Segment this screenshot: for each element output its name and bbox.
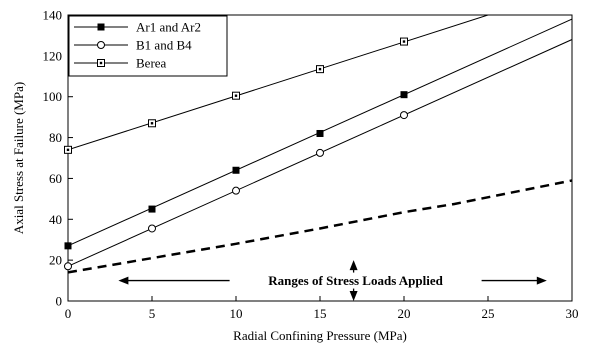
data-point-series-1: [400, 91, 408, 99]
arrow-up-head: [349, 260, 358, 271]
data-point-series-1: [148, 205, 156, 213]
x-tick-label: 20: [398, 306, 411, 321]
y-tick-label: 40: [49, 212, 62, 227]
data-point-series-1: [232, 166, 240, 174]
data-point-series-3: [400, 37, 408, 46]
legend-label: Berea: [136, 56, 167, 71]
y-tick-label: 0: [56, 294, 63, 309]
data-point-series-2: [148, 224, 156, 233]
data-point-series-2: [400, 111, 408, 120]
x-tick-label: 25: [482, 306, 495, 321]
y-tick-label: 80: [49, 130, 62, 145]
x-axis-title: Radial Confining Pressure (MPa): [233, 328, 407, 343]
x-tick-label: 5: [149, 306, 156, 321]
annotation-label: Ranges of Stress Loads Applied: [268, 273, 443, 288]
axis-ticks: 0 5 10 15 20 25 30 0 20 40 60 80 100 120 140: [43, 8, 579, 322]
data-point-series-1: [316, 129, 324, 137]
x-tick-label: 10: [230, 306, 243, 321]
data-point-series-3-dot: [150, 122, 154, 125]
x-tick-label: 0: [65, 306, 72, 321]
y-tick-label: 60: [49, 171, 62, 186]
data-point-series-3: [64, 145, 72, 154]
y-tick-label: 120: [43, 48, 63, 63]
legend-marker: [97, 41, 105, 49]
dashed-line-group: [67, 179, 573, 274]
arrow-left-head: [118, 276, 129, 285]
dashed-line: [67, 179, 573, 274]
x-tick-label: 30: [566, 306, 579, 321]
x-tick-label: 15: [314, 306, 327, 321]
data-point-series-3-dot: [318, 67, 322, 71]
data-point-series-1: [64, 242, 72, 250]
annotation: Ranges of Stress Loads Applied: [118, 260, 547, 301]
data-markers: [64, 37, 408, 271]
y-tick-label: 20: [49, 253, 62, 268]
fit-line-series-3: [68, 15, 489, 151]
data-point-series-2: [316, 148, 324, 157]
data-point-series-3: [316, 65, 324, 74]
y-tick-label: 100: [43, 89, 63, 104]
legend-box: [68, 15, 228, 77]
data-point-series-2: [64, 262, 72, 271]
arrow-right-head: [536, 276, 547, 285]
legend-marker-dot: [99, 61, 103, 65]
y-axis-title: Axial Stress at Failure (MPa): [11, 82, 26, 234]
legend-label: B1 and B4: [136, 38, 192, 53]
legend-marker: [97, 59, 105, 67]
data-point-series-3-dot: [234, 94, 238, 97]
legend-label: Ar1 and Ar2: [136, 20, 201, 35]
data-point-series-2: [232, 186, 240, 195]
data-point-series-3-dot: [402, 40, 406, 43]
legend: Ar1 and Ar2 B1 and B4 Berea: [68, 15, 228, 77]
arrow-down-head: [349, 291, 358, 301]
legend-marker: [97, 23, 105, 31]
data-point-series-3: [148, 119, 156, 128]
y-tick-label: 140: [43, 8, 63, 23]
data-point-series-3-dot: [66, 148, 70, 152]
data-point-series-3: [232, 91, 240, 100]
